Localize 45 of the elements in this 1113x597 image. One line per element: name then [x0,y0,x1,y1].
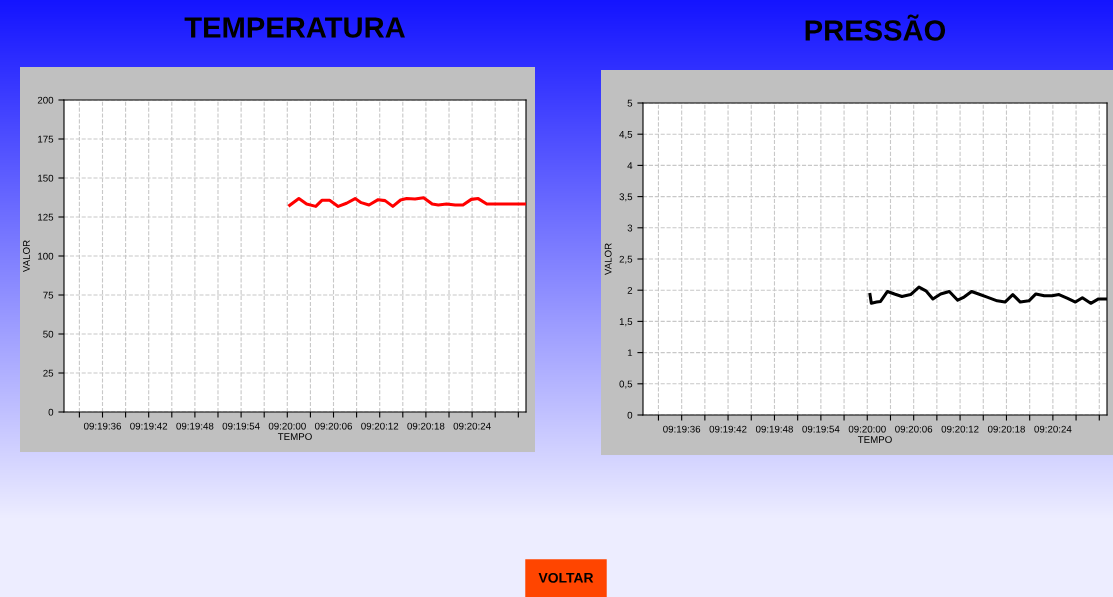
y-axis-title: VALOR [604,243,612,276]
y-axis-title: VALOR [23,240,30,273]
y-tick-label: 175 [38,135,54,143]
x-tick-label: 09:20:18 [987,425,1025,433]
chart-title: PRESSÃO [805,14,946,41]
y-tick-label: 2,5 [619,255,633,264]
x-tick-label: 09:20:06 [895,425,933,433]
y-tick-label: 1,5 [619,318,633,327]
y-tick-label: 125 [38,213,54,221]
x-tick-label: 09:20:24 [1034,425,1072,433]
y-tick-label: 5 [627,99,633,107]
x-axis-title: TEMPO [277,433,312,441]
x-tick-label: 09:20:24 [453,422,491,430]
x-tick-label: 09:19:42 [130,422,168,430]
y-tick-label: 4,5 [619,131,633,139]
x-tick-label: 09:20:00 [848,425,886,433]
x-tick-label: 09:19:48 [755,425,793,433]
x-axis-title: TEMPO [857,436,892,444]
y-tick-label: 1 [627,349,633,357]
y-tick-label: 75 [43,291,54,299]
y-tick-label: 50 [43,330,54,338]
y-tick-label: 25 [43,369,54,377]
x-tick-label: 09:20:00 [268,422,306,430]
y-tick-label: 3 [627,224,633,232]
x-tick-label: 09:20:06 [314,422,352,430]
chart-title: TEMPERATURA [184,17,405,38]
x-tick-label: 09:19:36 [663,425,701,433]
x-tick-label: 09:19:54 [802,425,840,433]
y-tick-label: 0 [627,411,633,419]
y-tick-label: 0,5 [619,380,633,389]
y-tick-label: 2 [627,286,633,294]
x-tick-label: 09:19:42 [709,425,747,433]
y-tick-label: 0 [48,408,54,416]
y-tick-label: 4 [627,162,633,169]
x-tick-label: 09:20:12 [941,425,979,433]
x-tick-label: 09:20:18 [407,422,445,430]
x-tick-label: 09:19:48 [176,422,214,430]
y-tick-label: 200 [37,96,54,104]
y-tick-label: 3,5 [619,193,633,202]
y-tick-label: 150 [38,174,54,182]
x-tick-label: 09:19:54 [222,422,260,430]
text: VOLTAR [538,572,594,583]
x-tick-label: 09:20:12 [361,422,399,430]
y-tick-label: 100 [38,252,54,260]
x-tick-label: 09:19:36 [83,422,121,430]
